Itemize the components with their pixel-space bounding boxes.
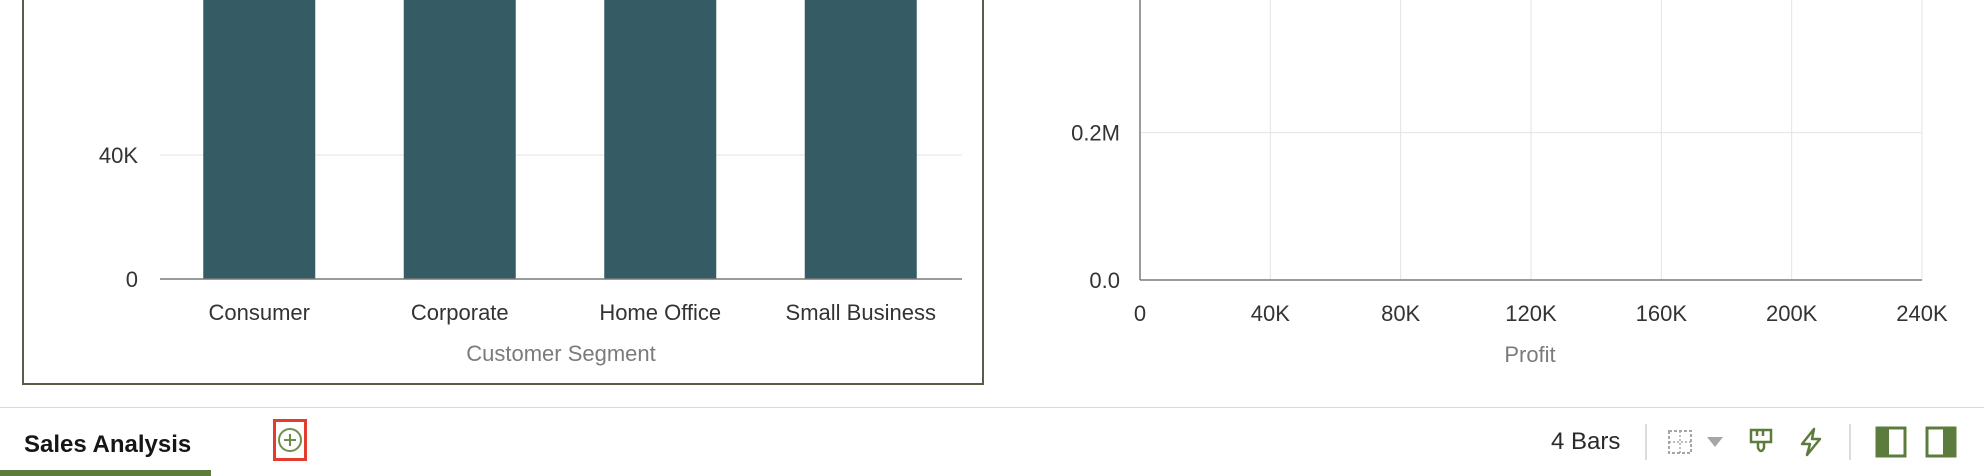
bar-chart-x-tick-label: Home Office [599,300,721,325]
scatter-chart-x-tick-label: 40K [1251,301,1290,326]
grid-dropdown-button[interactable] [1703,422,1727,462]
paintbrush-icon [1749,428,1773,453]
bar-chart-y-tick-label: 0 [126,267,138,292]
canvas-area: 0 40K Consumer Corporate Home Office Small B… [22,0,1949,385]
scatter-chart-y-tick-labels: 0.0 0.2M [1071,121,1120,293]
scatter-chart-y-tick-label: 0.2M [1071,121,1120,146]
lightning-icon [1800,427,1822,457]
scatter-chart-x-axis-title: Profit [1504,342,1555,367]
bar-chart-x-tick-labels: Consumer Corporate Home Office Small Busine… [209,300,936,325]
status-count: 4 Bars [1551,428,1621,455]
properties-button[interactable] [1745,422,1777,462]
scatter-chart-gridlines [1140,0,1923,280]
bar-chart-bars [203,0,917,279]
selected-visualization-frame[interactable] [22,0,984,385]
tab-sales-analysis[interactable]: Sales Analysis [0,408,211,476]
panel-left-icon [1875,426,1907,458]
bar-corporate[interactable] [403,0,516,279]
bar-chart-y-tick-labels: 0 40K [99,143,138,292]
scatter-chart-x-tick-label: 240K [1896,301,1948,326]
scatter-chart-y-tick-label: 0.0 [1089,268,1120,293]
toolbar-divider [1849,424,1851,460]
bar-consumer[interactable] [203,0,316,279]
bar-small-business[interactable] [804,0,917,279]
bar-chart-x-axis-title: Customer Segment [466,341,656,366]
active-tab-indicator [0,470,211,476]
bar-chart-x-tick-label: Small Business [786,300,936,325]
scatter-chart-x-tick-label: 200K [1766,301,1818,326]
canvas-footer: Sales Analysis 4 Bars [0,407,1984,476]
grid-icon [1668,430,1692,454]
bar-chart-y-tick-label: 40K [99,143,138,168]
toolbar-divider [1645,424,1647,460]
plus-circle-icon [278,428,302,452]
grid-toggle-button[interactable] [1665,422,1695,462]
bar-home-office[interactable] [604,0,717,279]
bar-chart-x-tick-label: Corporate [411,300,509,325]
tab-label: Sales Analysis [24,431,192,458]
chevron-down-icon [1707,437,1723,447]
scatter-chart-x-tick-labels: 0 40K 80K 120K 160K 200K 240K [1134,301,1948,326]
toggle-left-panel-button[interactable] [1873,422,1909,462]
scatter-chart-x-tick-label: 160K [1636,301,1688,326]
toggle-right-panel-button[interactable] [1923,422,1959,462]
bar-chart-x-tick-label: Consumer [209,300,310,325]
scatter-chart-x-tick-label: 120K [1505,301,1557,326]
scatter-chart-x-tick-label: 0 [1134,301,1146,326]
add-canvas-button[interactable] [273,419,307,461]
actions-button[interactable] [1795,422,1827,462]
scatter-chart-axis [1139,0,1922,281]
panel-right-icon [1925,426,1957,458]
charts-canvas: 0 40K Consumer Corporate Home Office Small B… [99,0,1948,367]
scatter-chart-x-tick-label: 80K [1381,301,1420,326]
